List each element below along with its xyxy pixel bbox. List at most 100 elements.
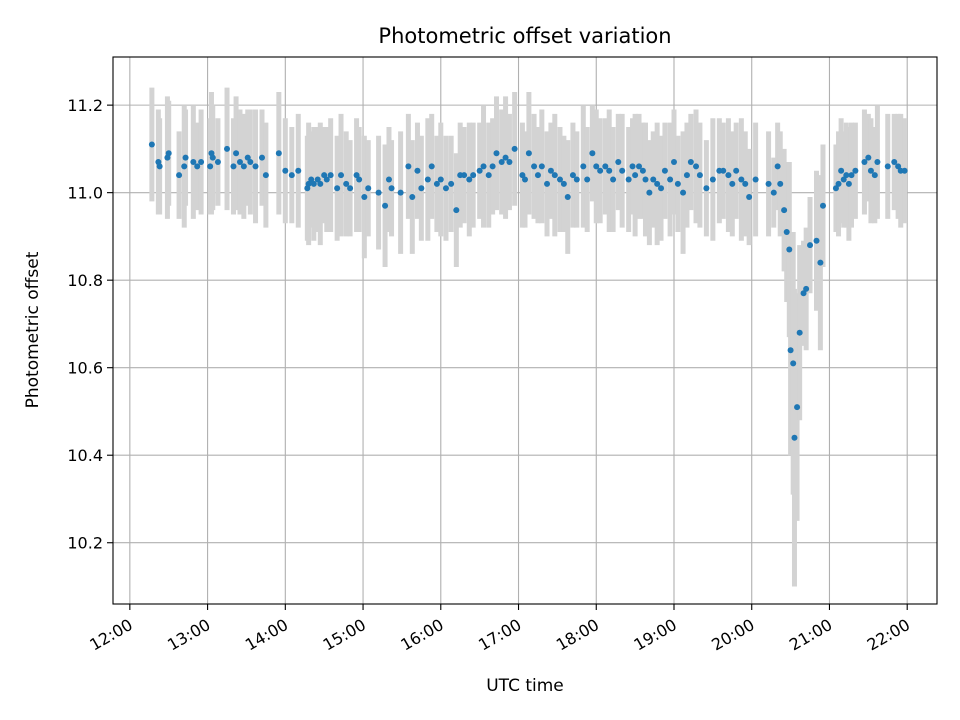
data-point bbox=[615, 159, 622, 166]
data-point bbox=[236, 159, 243, 166]
data-point bbox=[224, 145, 231, 152]
data-point bbox=[428, 163, 435, 170]
data-point bbox=[343, 180, 350, 187]
data-point bbox=[738, 176, 745, 183]
data-point bbox=[670, 159, 677, 166]
data-point bbox=[867, 167, 874, 174]
data-point bbox=[489, 163, 496, 170]
data-point bbox=[696, 172, 703, 179]
data-point bbox=[262, 172, 269, 179]
data-point bbox=[365, 185, 372, 192]
data-point bbox=[531, 163, 538, 170]
data-point bbox=[569, 172, 576, 179]
data-point bbox=[461, 172, 468, 179]
data-point bbox=[786, 246, 793, 253]
data-point bbox=[646, 189, 653, 196]
data-point bbox=[190, 159, 197, 166]
data-point bbox=[361, 194, 368, 201]
data-point bbox=[453, 207, 460, 214]
data-point bbox=[632, 172, 639, 179]
data-point bbox=[385, 176, 392, 183]
data-point bbox=[522, 176, 528, 183]
data-point bbox=[323, 176, 330, 183]
data-point bbox=[230, 163, 237, 170]
data-point bbox=[347, 185, 354, 192]
data-point bbox=[247, 159, 254, 166]
data-point bbox=[525, 150, 532, 157]
data-point bbox=[752, 176, 759, 183]
data-point bbox=[470, 172, 477, 179]
data-point bbox=[448, 180, 455, 187]
data-point bbox=[466, 176, 473, 183]
data-point bbox=[840, 176, 847, 183]
data-point bbox=[388, 185, 395, 192]
data-point bbox=[327, 172, 334, 179]
data-point bbox=[901, 167, 908, 174]
data-point bbox=[602, 163, 609, 170]
data-point bbox=[511, 145, 518, 152]
data-point bbox=[551, 172, 558, 179]
data-point bbox=[783, 229, 790, 236]
y-tick-label: 10.6 bbox=[67, 359, 103, 378]
data-point bbox=[288, 172, 295, 179]
data-point bbox=[564, 194, 571, 201]
data-point bbox=[181, 163, 188, 170]
data-point bbox=[498, 159, 505, 166]
data-point bbox=[765, 180, 772, 187]
data-point bbox=[845, 180, 852, 187]
data-point bbox=[807, 242, 814, 249]
data-point bbox=[742, 180, 749, 187]
data-point bbox=[654, 180, 661, 187]
data-point bbox=[787, 347, 794, 354]
data-point bbox=[405, 163, 412, 170]
data-point bbox=[502, 154, 509, 161]
data-point bbox=[314, 176, 321, 183]
data-point bbox=[674, 180, 681, 187]
data-point bbox=[658, 185, 665, 192]
data-point bbox=[209, 154, 216, 161]
data-point bbox=[485, 172, 492, 179]
y-tick-label: 11.2 bbox=[67, 96, 103, 115]
data-point bbox=[538, 163, 545, 170]
data-point bbox=[207, 163, 214, 170]
data-point bbox=[353, 172, 360, 179]
data-point bbox=[746, 194, 753, 201]
data-point bbox=[874, 159, 881, 166]
data-point bbox=[382, 202, 389, 209]
data-point bbox=[321, 172, 328, 179]
data-point bbox=[317, 180, 324, 187]
data-point bbox=[375, 189, 382, 196]
data-point bbox=[720, 167, 727, 174]
data-point bbox=[819, 202, 826, 209]
data-point bbox=[871, 172, 878, 179]
data-point bbox=[774, 163, 781, 170]
data-point bbox=[642, 176, 649, 183]
data-point bbox=[310, 180, 317, 187]
data-point bbox=[781, 207, 788, 214]
y-tick-label: 10.4 bbox=[67, 446, 103, 465]
data-point bbox=[606, 167, 613, 174]
y-tick-label: 11.0 bbox=[67, 184, 103, 203]
data-point bbox=[884, 163, 891, 170]
data-point bbox=[506, 159, 513, 166]
data-point bbox=[593, 163, 600, 170]
data-point bbox=[729, 180, 736, 187]
data-point bbox=[865, 154, 872, 161]
data-point bbox=[480, 163, 487, 170]
data-point bbox=[295, 167, 302, 174]
data-point bbox=[680, 189, 687, 196]
data-point bbox=[409, 194, 416, 201]
data-point bbox=[619, 167, 626, 174]
data-point bbox=[476, 167, 483, 174]
data-point bbox=[305, 180, 312, 187]
data-point bbox=[803, 285, 810, 292]
data-point bbox=[338, 172, 345, 179]
data-point bbox=[687, 159, 694, 166]
data-point bbox=[832, 185, 839, 192]
data-point bbox=[233, 150, 240, 157]
y-axis-label: Photometric offset bbox=[23, 251, 43, 408]
data-point bbox=[725, 172, 732, 179]
chart-title: Photometric offset variation bbox=[378, 24, 671, 48]
y-axis-ticks: 10.2 10.4 10.6 10.8 11.0 11.2 bbox=[67, 96, 113, 553]
